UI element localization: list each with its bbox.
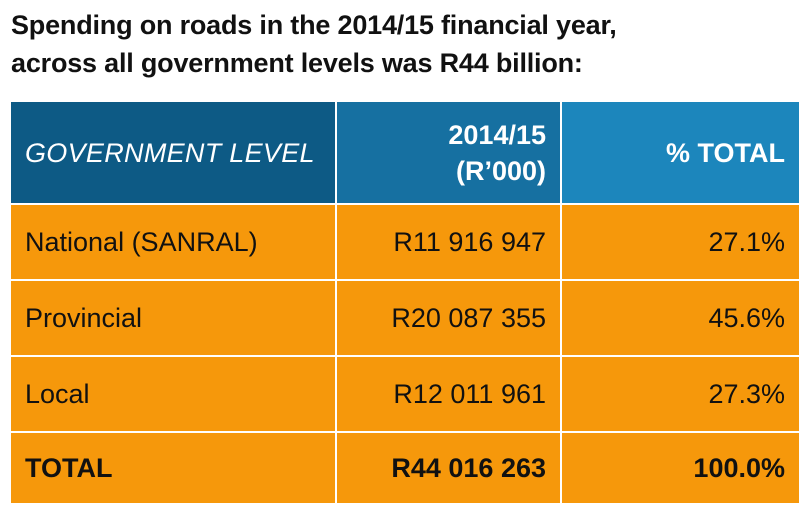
table-row: Provincial R20 087 355 45.6%	[11, 279, 799, 357]
table-total-row: TOTAL R44 016 263 100.0%	[11, 431, 799, 505]
table-row: Local R12 011 961 27.3%	[11, 355, 799, 433]
total-percent: 100.0%	[560, 431, 799, 505]
row-amount: R12 011 961	[335, 355, 562, 433]
header-percent-total: % TOTAL	[560, 102, 799, 204]
row-percent: 27.3%	[560, 355, 799, 433]
total-amount: R44 016 263	[335, 431, 562, 505]
title-line-2: across all government levels was R44 bil…	[11, 48, 583, 78]
row-percent: 45.6%	[560, 279, 799, 357]
row-level: Local	[11, 355, 337, 433]
table-row: National (SANRAL) R11 916 947 27.1%	[11, 203, 799, 281]
header-year-unit: (R’000)	[455, 155, 546, 186]
header-year: 2014/15 (R’000)	[335, 102, 562, 204]
row-amount: R11 916 947	[335, 203, 562, 281]
table-header-row: GOVERNMENT LEVEL 2014/15 (R’000) % TOTAL	[11, 102, 799, 204]
header-year-label: 2014/15	[448, 119, 546, 150]
title-line-1: Spending on roads in the 2014/15 financi…	[11, 10, 617, 40]
row-level: Provincial	[11, 279, 337, 357]
row-amount: R20 087 355	[335, 279, 562, 357]
road-spending-table: GOVERNMENT LEVEL 2014/15 (R’000) % TOTAL…	[11, 102, 799, 505]
row-percent: 27.1%	[560, 203, 799, 281]
page-title: Spending on roads in the 2014/15 financi…	[11, 6, 801, 82]
row-level: National (SANRAL)	[11, 203, 337, 281]
total-level: TOTAL	[11, 431, 337, 505]
header-government-level: GOVERNMENT LEVEL	[11, 102, 337, 204]
